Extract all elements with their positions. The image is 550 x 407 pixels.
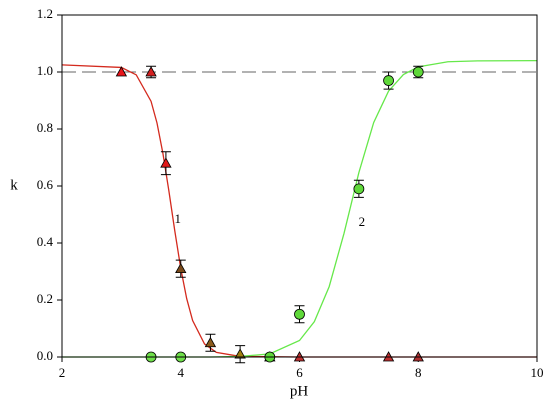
x-axis-label: pH [290,383,309,399]
curve-label: 1 [175,211,182,226]
fit-curve [62,59,538,358]
marker [115,66,128,77]
x-tick-label: 10 [531,365,544,380]
y-tick-label: 0.0 [37,348,53,363]
marker [353,183,365,195]
marker [294,308,305,320]
y-tick-label: 0.8 [37,120,53,135]
y-axis-label: k [10,177,18,193]
fit-curve [61,64,537,358]
y-tick-label: 0.6 [37,177,54,192]
x-tick-label: 4 [178,365,185,380]
marker [234,348,246,359]
x-tick-label: 8 [415,365,422,380]
marker [204,336,217,348]
marker [145,66,157,77]
marker [160,157,172,168]
y-tick-label: 1.0 [37,63,53,78]
curve-label: 2 [359,214,366,229]
marker [383,75,394,86]
marker [175,262,187,274]
y-tick-label: 0.4 [37,234,54,249]
y-tick-label: 1.2 [37,6,53,21]
marker [412,66,424,78]
plot-frame [61,14,538,358]
x-tick-label: 6 [296,365,303,380]
y-tick-label: 0.2 [37,291,53,306]
x-tick-label: 2 [59,365,66,380]
